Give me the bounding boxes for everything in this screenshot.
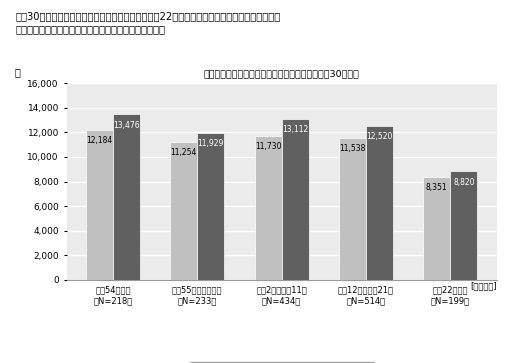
Text: 8,351: 8,351 bbox=[426, 183, 447, 192]
Bar bbox=[282, 119, 309, 280]
Text: 13,112: 13,112 bbox=[282, 125, 308, 134]
Text: 11,929: 11,929 bbox=[198, 139, 224, 148]
Text: 12,520: 12,520 bbox=[366, 132, 393, 141]
Bar bbox=[86, 130, 113, 280]
Text: 8,820: 8,820 bbox=[453, 178, 475, 187]
Bar bbox=[170, 142, 197, 280]
Bar bbox=[450, 171, 477, 280]
Text: 円: 円 bbox=[15, 68, 21, 78]
Bar bbox=[113, 114, 140, 280]
Text: 11,254: 11,254 bbox=[170, 148, 197, 157]
Bar bbox=[254, 136, 282, 280]
Text: 平成30年度における完成年次別内訳をみると、平成22年以降のマンションの月／戸当たり修繕
積立金の額の平均は全体の平均を大きく下回っている。: 平成30年度における完成年次別内訳をみると、平成22年以降のマンションの月／戸当… bbox=[15, 11, 281, 34]
Legend: □修繕積立金, ■駐車場使用料等からの充当額を含む修繕積立金: □修繕積立金, ■駐車場使用料等からの充当額を含む修繕積立金 bbox=[189, 362, 374, 363]
Title: 月／戸当たり修繕積立金の額（完成年次別・平成30年度）: 月／戸当たり修繕積立金の額（完成年次別・平成30年度） bbox=[204, 70, 359, 78]
Text: 11,538: 11,538 bbox=[339, 144, 366, 153]
Text: 11,730: 11,730 bbox=[255, 142, 282, 151]
Bar bbox=[197, 133, 224, 280]
Text: [完成年次]: [完成年次] bbox=[470, 281, 497, 290]
Bar bbox=[366, 126, 393, 280]
Bar bbox=[423, 177, 450, 280]
Text: 13,476: 13,476 bbox=[113, 121, 140, 130]
Text: 12,184: 12,184 bbox=[87, 136, 113, 145]
Bar bbox=[339, 138, 366, 280]
